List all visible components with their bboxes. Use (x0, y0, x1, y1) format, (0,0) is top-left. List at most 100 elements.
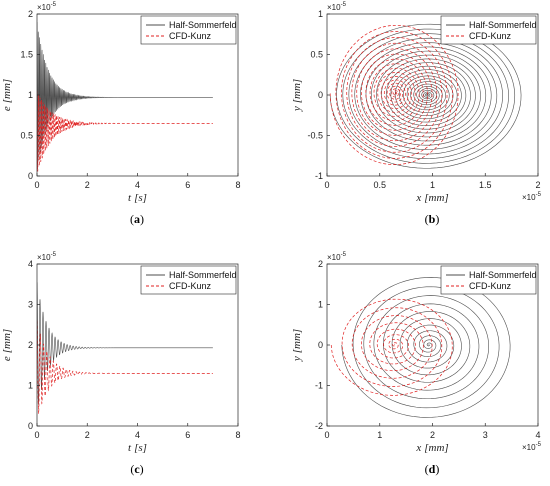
series-line-cfd-kunz (37, 90, 213, 172)
caption-close-paren: ) (435, 462, 439, 476)
y-tick-label: 1 (318, 9, 323, 19)
x-tick-label: 2 (85, 430, 90, 440)
legend-label: Half-Sommerfeld (469, 270, 537, 280)
legend-box (440, 265, 537, 295)
y-multiplier-exp: -5 (51, 2, 57, 8)
y-axis-label: y [mm] (291, 79, 303, 112)
x-tick-label: 8 (235, 430, 240, 440)
y-multiplier-base: ×10 (327, 253, 341, 262)
y-axis-label-unit: [mm] (291, 329, 303, 353)
series-line-cfd-kunz (330, 298, 453, 396)
y-tick-label: 2 (28, 9, 33, 19)
legend-label: CFD-Kunz (169, 281, 212, 291)
y-tick-label: 1 (318, 300, 323, 310)
series-line-cfd-kunz (329, 24, 459, 166)
y-tick-label: 1.5 (20, 50, 33, 60)
y-tick-label: -0.5 (307, 131, 323, 141)
y-tick-label: 0.5 (20, 131, 33, 141)
panel-caption: (d) (425, 462, 440, 476)
x-multiplier: ×10-5 (522, 192, 542, 202)
x-multiplier-base: ×10 (522, 193, 536, 202)
x-tick-label: 6 (185, 180, 190, 190)
x-tick-label: 0 (324, 430, 329, 440)
y-axis-label-var: e (1, 356, 13, 361)
y-tick-label: -2 (315, 421, 323, 431)
x-axis-label-unit: [mm] (424, 192, 448, 204)
legend-label: Half-Sommerfeld (169, 270, 237, 280)
x-axis-label: x [mm] (415, 192, 448, 204)
y-multiplier-exp: -5 (341, 2, 347, 8)
x-tick-label: 4 (135, 180, 140, 190)
y-tick-label: 0.5 (310, 50, 323, 60)
x-axis-label-var: t (128, 442, 132, 454)
y-axis-label: e [mm] (1, 329, 13, 361)
series-line-cfd-kunz (37, 320, 213, 414)
caption-open-paren: ( (130, 462, 134, 476)
caption-letter: d (429, 462, 436, 476)
y-tick-label: 3 (28, 300, 33, 310)
legend-label: CFD-Kunz (469, 281, 512, 291)
legend-label: Half-Sommerfeld (169, 20, 237, 30)
x-tick-label: 8 (235, 180, 240, 190)
panel-b: 0 0.5 1 1.5 2-1-0.500.51×10-5×10-5x [mm]y[mm]… (291, 2, 542, 226)
panel-caption: (b) (425, 212, 440, 226)
plot-area (37, 282, 213, 414)
x-tick-label: 2 (430, 430, 435, 440)
legend-label: CFD-Kunz (169, 31, 212, 41)
series-line-half-sommerfeld (37, 22, 213, 167)
plot-area (329, 23, 522, 169)
caption-close-paren: ) (140, 462, 144, 476)
panel-a: 0 2 4 6 8 0 0.5 1 1.5 2 ×10-5 t [s] e [mm] Half-Sommerf… (1, 2, 241, 226)
caption-close-paren: ) (140, 212, 144, 226)
y-multiplier-base: ×10 (37, 253, 51, 262)
x-axis-label: x [mm] (415, 442, 448, 454)
x-tick-label: 1.5 (479, 180, 492, 190)
y-multiplier: ×10-5 (327, 252, 347, 262)
legend-box (440, 15, 537, 45)
x-tick-label: 0 (324, 180, 329, 190)
x-axis-label-unit: [s] (134, 442, 147, 454)
y-multiplier: ×10-5 (37, 2, 57, 12)
legend-label: CFD-Kunz (469, 31, 512, 41)
x-axis-label-var: x (415, 442, 421, 454)
x-tick-label: 4 (535, 430, 540, 440)
y-multiplier-base: ×10 (37, 3, 51, 12)
x-tick-label: 2 (85, 180, 90, 190)
y-axis-label: e [mm] (1, 79, 13, 111)
series-line-half-sommerfeld (37, 282, 213, 405)
y-multiplier: ×10-5 (327, 2, 347, 12)
y-tick-label: -1 (315, 381, 323, 391)
x-multiplier-exp: -5 (536, 192, 542, 198)
x-axis-label-unit: [s] (134, 192, 147, 204)
panel-caption: (c) (130, 462, 143, 476)
x-multiplier-exp: -5 (536, 442, 542, 448)
y-axis-label-var: e (1, 106, 13, 111)
x-tick-label: 6 (185, 430, 190, 440)
x-axis-label-unit: [mm] (424, 442, 448, 454)
y-tick-label: 2 (318, 259, 323, 269)
y-multiplier: ×10-5 (37, 252, 57, 262)
plot-area (330, 277, 511, 418)
y-multiplier-base: ×10 (327, 3, 341, 12)
x-tick-label: 0 (34, 430, 39, 440)
x-tick-label: 1 (430, 180, 435, 190)
x-axis-label: t [s] (128, 442, 147, 454)
x-tick-label: 0.5 (373, 180, 386, 190)
y-tick-label: 0 (318, 90, 323, 100)
panel-caption: (a) (130, 212, 144, 226)
caption-open-paren: ( (425, 462, 429, 476)
x-axis-label-var: x (415, 192, 421, 204)
x-axis-label: t [s] (128, 192, 147, 204)
caption-letter: b (429, 212, 436, 226)
plot-area (37, 22, 213, 172)
y-axis-label-unit: [mm] (291, 79, 303, 103)
y-multiplier-exp: -5 (341, 252, 347, 258)
y-tick-label: 0 (318, 340, 323, 350)
caption-open-paren: ( (425, 212, 429, 226)
panel-c: 0 2 4 6 8 0 1 2 3 4 ×10-5 t [s] e [mm] Half-SommerfeldC… (1, 252, 241, 476)
x-tick-label: 0 (34, 180, 39, 190)
